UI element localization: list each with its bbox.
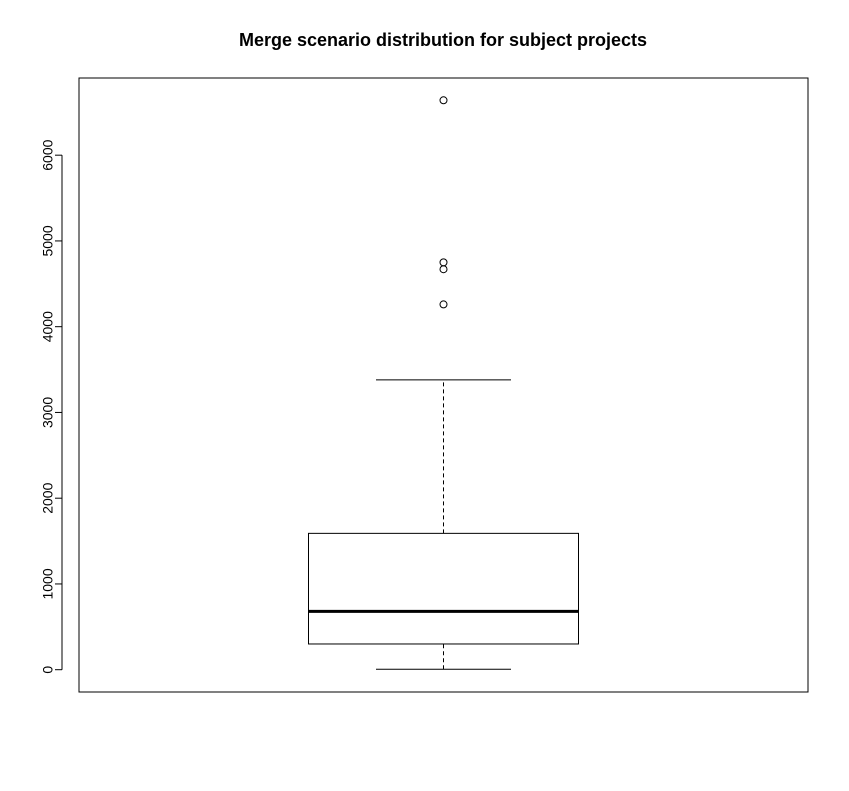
y-tick-label-2000: 2000: [40, 482, 56, 513]
outlier-point-1: [439, 265, 448, 274]
y-tick-label-6000: 6000: [40, 139, 56, 170]
y-tick-label-0: 0: [40, 666, 56, 674]
outlier-points: [439, 96, 448, 309]
y-tick-label-3000: 3000: [40, 397, 56, 428]
outlier-point-3: [439, 96, 448, 105]
chart-title: Merge scenario distribution for subject …: [239, 30, 647, 50]
interquartile-box: [308, 532, 579, 645]
plot-frame: [78, 77, 809, 693]
y-tick-label-4000: 4000: [40, 311, 56, 342]
outlier-point-2: [439, 258, 448, 267]
outlier-point-0: [439, 300, 448, 309]
y-tick-label-5000: 5000: [40, 225, 56, 256]
y-tick-label-1000: 1000: [40, 568, 56, 599]
y-axis: 0 1000 2000 3000 4000 5000 6000: [40, 139, 63, 674]
boxplot: [308, 379, 579, 670]
